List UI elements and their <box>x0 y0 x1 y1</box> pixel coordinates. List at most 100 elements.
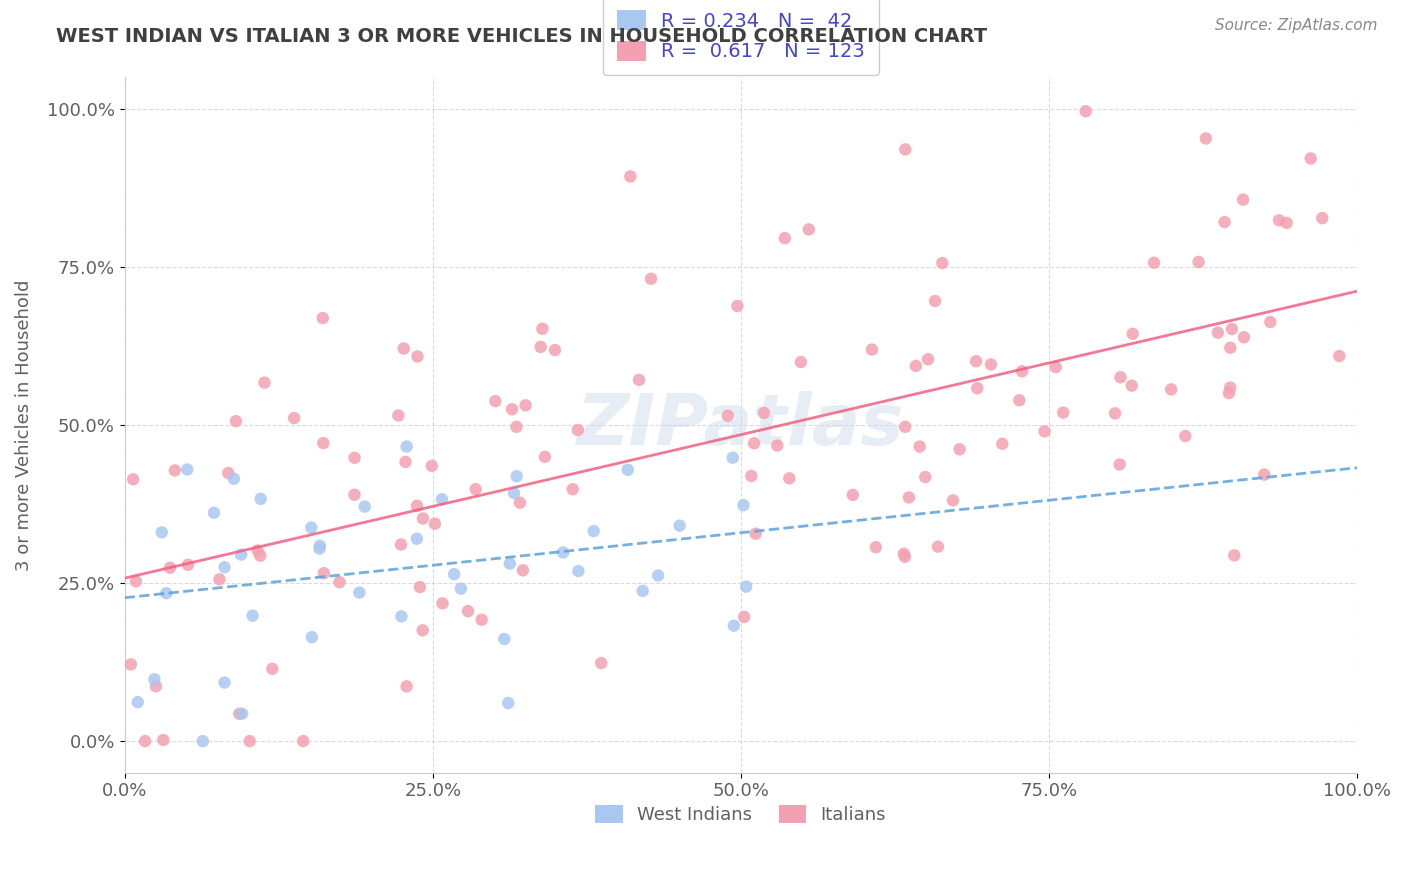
Point <box>551 545 574 559</box>
Point <box>1045 360 1067 375</box>
Point <box>143 672 166 686</box>
Point <box>1218 386 1240 401</box>
Point <box>1275 216 1298 230</box>
Point <box>301 630 323 644</box>
Point <box>1253 467 1275 482</box>
Point <box>534 450 557 464</box>
Point <box>631 583 654 598</box>
Point <box>228 706 250 721</box>
Point <box>430 492 453 507</box>
Point <box>406 499 429 513</box>
Point <box>647 568 669 582</box>
Point <box>640 272 662 286</box>
Point <box>506 469 529 483</box>
Point <box>395 440 418 454</box>
Point <box>283 411 305 425</box>
Text: ZIPatlas: ZIPatlas <box>576 391 904 459</box>
Text: WEST INDIAN VS ITALIAN 3 OR MORE VEHICLES IN HOUSEHOLD CORRELATION CHART: WEST INDIAN VS ITALIAN 3 OR MORE VEHICLE… <box>56 27 987 45</box>
Point <box>1223 549 1246 563</box>
Point <box>308 541 330 556</box>
Point <box>1109 370 1132 384</box>
Point <box>231 706 253 721</box>
Point <box>582 524 605 538</box>
Point <box>1233 330 1256 344</box>
Point <box>1052 406 1074 420</box>
Point <box>1232 193 1254 207</box>
Point <box>409 580 432 594</box>
Point <box>766 438 789 452</box>
Point <box>842 488 865 502</box>
Point <box>389 537 412 551</box>
Point <box>894 143 917 157</box>
Point <box>980 358 1002 372</box>
Point <box>1108 458 1130 472</box>
Point <box>239 734 262 748</box>
Point <box>778 471 800 485</box>
Point <box>1260 315 1282 329</box>
Point <box>163 463 186 477</box>
Point <box>299 520 322 534</box>
Point <box>391 609 413 624</box>
Point <box>1213 215 1236 229</box>
Point <box>1122 326 1144 341</box>
Point <box>501 402 523 417</box>
Point <box>721 450 744 465</box>
Point <box>152 733 174 747</box>
Point <box>155 586 177 600</box>
Point <box>392 342 415 356</box>
Point <box>865 541 887 555</box>
Point <box>914 470 936 484</box>
Point <box>503 486 526 500</box>
Point <box>617 463 640 477</box>
Point <box>991 437 1014 451</box>
Point <box>464 482 486 496</box>
Point <box>1033 425 1056 439</box>
Point <box>531 322 554 336</box>
Point <box>917 352 939 367</box>
Point <box>353 500 375 514</box>
Point <box>253 376 276 390</box>
Point <box>512 563 534 577</box>
Point <box>214 560 236 574</box>
Point <box>1206 326 1229 340</box>
Point <box>292 734 315 748</box>
Point <box>423 516 446 531</box>
Legend: West Indians, Italians: West Indians, Italians <box>586 796 896 833</box>
Point <box>499 557 522 571</box>
Point <box>494 632 516 646</box>
Point <box>897 491 920 505</box>
Point <box>328 575 350 590</box>
Point <box>567 423 589 437</box>
Point <box>1268 213 1291 227</box>
Point <box>1121 378 1143 392</box>
Point <box>1143 256 1166 270</box>
Point <box>159 561 181 575</box>
Point <box>231 548 253 562</box>
Point <box>412 624 434 638</box>
Point <box>471 613 494 627</box>
Point <box>150 525 173 540</box>
Point <box>394 455 416 469</box>
Point <box>412 511 434 525</box>
Point <box>627 373 650 387</box>
Point <box>544 343 567 357</box>
Point <box>949 442 972 457</box>
Point <box>591 656 613 670</box>
Point <box>894 419 917 434</box>
Point <box>893 547 915 561</box>
Point <box>343 450 366 465</box>
Point <box>312 566 335 581</box>
Point <box>496 696 519 710</box>
Point <box>735 580 758 594</box>
Point <box>740 469 762 483</box>
Point <box>122 472 145 486</box>
Point <box>262 662 284 676</box>
Point <box>1195 131 1218 145</box>
Point <box>752 406 775 420</box>
Point <box>927 540 949 554</box>
Point <box>134 734 156 748</box>
Point <box>443 567 465 582</box>
Point <box>457 604 479 618</box>
Point <box>191 734 214 748</box>
Point <box>450 582 472 596</box>
